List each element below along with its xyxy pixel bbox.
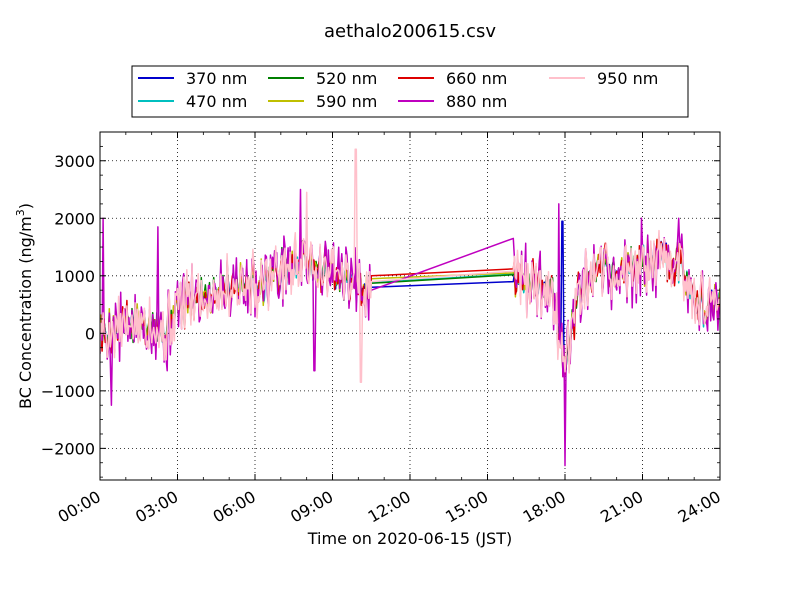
legend-label: 590 nm xyxy=(316,92,377,111)
y-axis-label: BC Concentration (ng/m3) xyxy=(14,203,35,409)
y-tick-label: −1000 xyxy=(41,382,95,401)
legend-entry: 520 nm xyxy=(268,69,377,88)
legend: 370 nm 470 nm 520 nm 590 nm 660 nm 880 nm 950 … xyxy=(131,65,689,118)
series-line xyxy=(100,148,720,383)
y-tick-label: 2000 xyxy=(54,209,95,228)
legend-entry: 590 nm xyxy=(268,92,377,111)
legend-entry: 370 nm xyxy=(138,69,247,88)
y-axis-label-end: ) xyxy=(16,203,35,209)
legend-label: 370 nm xyxy=(186,69,247,88)
legend-label: 950 nm xyxy=(597,69,658,88)
y-axis-label-main: BC Concentration (ng/m xyxy=(16,216,35,409)
legend-label: 660 nm xyxy=(446,69,507,88)
y-axis-label-sup: 3 xyxy=(14,209,27,216)
y-tick-label: 3000 xyxy=(54,152,95,171)
legend-entry: 880 nm xyxy=(398,92,507,111)
y-tick-label: 1000 xyxy=(54,267,95,286)
y-tick-label: 0 xyxy=(85,324,95,343)
legend-label: 880 nm xyxy=(446,92,507,111)
legend-entry: 470 nm xyxy=(138,92,247,111)
chart-title: aethalo200615.csv xyxy=(324,21,496,42)
x-axis-label: Time on 2020-06-15 (JST) xyxy=(307,529,512,548)
legend-label: 470 nm xyxy=(186,92,247,111)
y-tick-label: −2000 xyxy=(41,439,95,458)
plot-lines xyxy=(100,148,720,467)
legend-frame xyxy=(131,65,689,118)
legend-entry: 660 nm xyxy=(398,69,507,88)
legend-entry: 950 nm xyxy=(549,69,658,88)
legend-label: 520 nm xyxy=(316,69,377,88)
